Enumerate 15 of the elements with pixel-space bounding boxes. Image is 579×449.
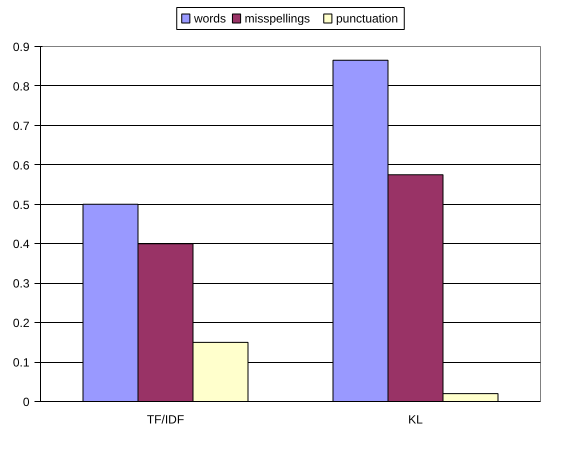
y-tick-label: 0.3 <box>12 276 30 291</box>
y-tick-label: 0.1 <box>12 356 30 370</box>
legend-label: punctuation <box>336 12 398 26</box>
y-tick-label: 0.7 <box>12 118 30 133</box>
y-tick-label: 0.4 <box>12 237 30 252</box>
y-tick-label: 0.6 <box>12 158 30 172</box>
legend-label: misspellings <box>244 12 310 26</box>
x-tick-label: TF/IDF <box>146 412 184 426</box>
x-tick-label: KL <box>408 412 424 426</box>
y-tick-label: 0.8 <box>12 79 30 94</box>
y-tick-label: 0.5 <box>12 198 30 212</box>
y-tick-label: 0.2 <box>12 316 30 330</box>
legend-label: words <box>192 12 226 26</box>
y-tick-label: 0 <box>22 395 30 409</box>
y-tick-label: 0.9 <box>12 40 30 54</box>
